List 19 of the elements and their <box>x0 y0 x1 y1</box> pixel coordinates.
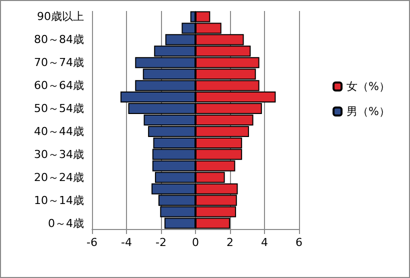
x-tick-label: -6 <box>86 236 98 249</box>
legend-label: 女（%） <box>346 80 390 93</box>
y-tick-label: 20～24歳 <box>34 170 84 184</box>
x-tick-label: -4 <box>121 236 132 249</box>
y-tick-label: 0～4歳 <box>48 216 84 230</box>
y-tick-label: 50～54歳 <box>34 102 84 116</box>
y-tick-label: 80～84歳 <box>34 33 84 46</box>
y-tick-label: 70～74歳 <box>34 56 84 70</box>
y-tick-label: 30～34歳 <box>34 148 84 161</box>
y-tick-label: 40～44歳 <box>34 124 84 138</box>
x-tick-label: 6 <box>296 236 302 249</box>
y-tick-label: 10～14歳 <box>34 194 84 207</box>
x-tick-label: 2 <box>226 236 234 249</box>
x-tick-label: -2 <box>156 236 166 249</box>
y-tick-label: 60～64歳 <box>34 79 84 92</box>
legend-label: 男（%） <box>346 105 390 118</box>
y-tick-label: 90歳以上 <box>37 10 84 24</box>
x-tick-label: 0 <box>192 236 199 249</box>
x-tick-label: 4 <box>261 236 268 249</box>
